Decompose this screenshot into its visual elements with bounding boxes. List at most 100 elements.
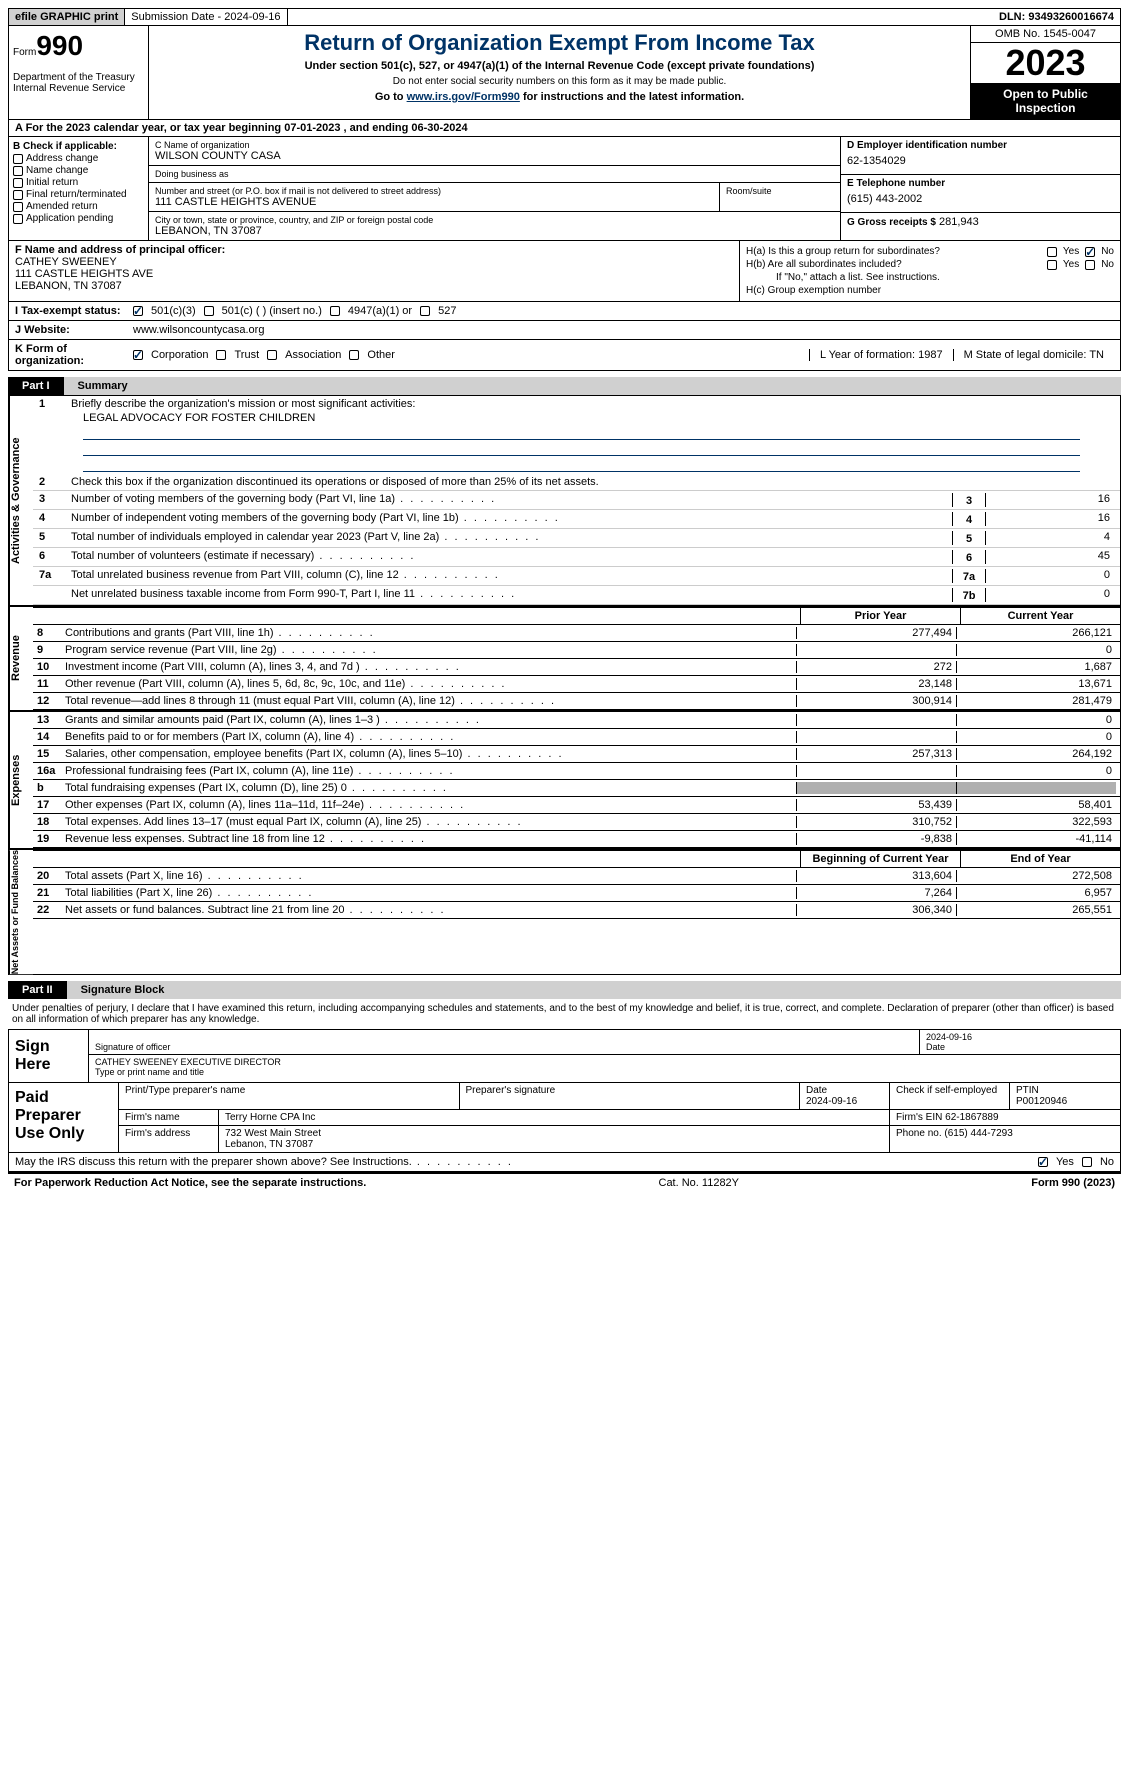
chk-501c3[interactable] (133, 306, 143, 316)
lbl-name-change: Name change (26, 165, 88, 176)
part2-num: Part II (8, 981, 67, 999)
lbl-address-change: Address change (26, 153, 98, 164)
preparer-block: Paid Preparer Use Only Print/Type prepar… (8, 1083, 1121, 1153)
period-mid: , and ending (340, 122, 411, 134)
discuss-yes-checkbox[interactable] (1038, 1157, 1048, 1167)
period-end: 06-30-2024 (411, 122, 467, 134)
tab-expenses: Expenses (9, 712, 33, 848)
gov-line: 6Total number of volunteers (estimate if… (33, 548, 1120, 567)
ha-no-checkbox[interactable] (1085, 247, 1095, 257)
title-box: Return of Organization Exempt From Incom… (149, 26, 970, 119)
address-row: Number and street (or P.O. box if mail i… (149, 183, 840, 212)
goto-prefix: Go to (375, 91, 407, 103)
instructions-link-line: Go to www.irs.gov/Form990 for instructio… (157, 91, 962, 103)
chk-trust[interactable] (216, 350, 226, 360)
officer-label: F Name and address of principal officer: (15, 244, 733, 256)
part2-title: Signature Block (67, 981, 1121, 999)
dept-treasury: Department of the Treasury Internal Reve… (13, 72, 144, 94)
city-value: LEBANON, TN 37087 (155, 225, 834, 237)
ha-yes-checkbox[interactable] (1047, 247, 1057, 257)
prep-name-label: Print/Type preparer's name (125, 1085, 245, 1096)
chk-name-change[interactable] (13, 166, 23, 176)
year-box: OMB No. 1545-0047 2023 Open to Public In… (970, 26, 1120, 119)
firm-name: Terry Horne CPA Inc (219, 1110, 890, 1125)
col-prior-year: Prior Year (800, 608, 960, 624)
suite-label: Room/suite (726, 186, 834, 196)
street-box: Number and street (or P.O. box if mail i… (149, 183, 720, 212)
efile-print-button[interactable]: efile GRAPHIC print (9, 9, 125, 25)
sign-date-cell: 2024-09-16 Date (920, 1030, 1120, 1054)
submission-date: Submission Date - 2024-09-16 (125, 9, 287, 25)
footer-right: Form 990 (2023) (1031, 1177, 1115, 1189)
hb-yes-checkbox[interactable] (1047, 260, 1057, 270)
officer-box: F Name and address of principal officer:… (9, 241, 740, 301)
gross-label: G Gross receipts $ (847, 217, 936, 228)
phone-label: E Telephone number (847, 178, 1114, 189)
lbl-501c: 501(c) ( ) (insert no.) (222, 305, 322, 317)
chk-app-pending[interactable] (13, 214, 23, 224)
ptin-label: PTIN (1016, 1085, 1039, 1096)
main-title: Return of Organization Exempt From Incom… (157, 30, 962, 56)
lbl-other: Other (367, 349, 395, 361)
summary-line: 11Other revenue (Part VIII, column (A), … (33, 676, 1120, 693)
form-prefix: Form (13, 47, 36, 58)
chk-initial-return[interactable] (13, 178, 23, 188)
firm-addr: 732 West Main Street Lebanon, TN 37087 (219, 1126, 890, 1152)
chk-corp[interactable] (133, 350, 143, 360)
chk-501c[interactable] (204, 306, 214, 316)
col-b-header: B Check if applicable: (13, 141, 144, 152)
chk-address-change[interactable] (13, 154, 23, 164)
gov-line: Net unrelated business taxable income fr… (33, 586, 1120, 605)
chk-4947[interactable] (330, 306, 340, 316)
period-pre: A For the 2023 calendar year, or tax yea… (15, 122, 284, 134)
chk-amended[interactable] (13, 202, 23, 212)
footer-left: For Paperwork Reduction Act Notice, see … (14, 1177, 366, 1189)
suite-box: Room/suite (720, 183, 840, 212)
dba-label: Doing business as (155, 169, 834, 179)
prep-date-label: Date (806, 1085, 827, 1096)
mission-rule3 (83, 458, 1080, 472)
prep-date: 2024-09-16 (806, 1096, 857, 1107)
phone-value: (615) 443-2002 (847, 189, 1114, 209)
tax-period: A For the 2023 calendar year, or tax yea… (8, 120, 1121, 137)
mission-rule2 (83, 442, 1080, 456)
col-c-org-info: C Name of organization WILSON COUNTY CAS… (149, 137, 840, 240)
lbl-initial-return: Initial return (26, 177, 78, 188)
chk-final-return[interactable] (13, 190, 23, 200)
sign-here-block: Sign Here Signature of officer 2024-09-1… (8, 1030, 1121, 1083)
korg-row: K Form of organization: Corporation Trus… (8, 340, 1121, 371)
hb-note: If "No," attach a list. See instructions… (746, 272, 1114, 283)
sign-here-label: Sign Here (9, 1030, 89, 1082)
firm-ein-label: Firm's EIN (896, 1112, 942, 1123)
hb-no-checkbox[interactable] (1085, 260, 1095, 270)
ssn-warning: Do not enter social security numbers on … (157, 76, 962, 87)
summary-line: 16aProfessional fundraising fees (Part I… (33, 763, 1120, 780)
lbl-trust: Trust (234, 349, 259, 361)
officer-addr1: 111 CASTLE HEIGHTS AVE (15, 268, 733, 280)
form-number-box: Form990 Department of the Treasury Inter… (9, 26, 149, 119)
firm-name-label: Firm's name (119, 1110, 219, 1125)
officer-name: CATHEY SWEENEY (15, 256, 733, 268)
chk-other[interactable] (349, 350, 359, 360)
org-name: WILSON COUNTY CASA (155, 150, 834, 162)
discuss-question: May the IRS discuss this return with the… (15, 1156, 513, 1168)
preparer-label: Paid Preparer Use Only (9, 1083, 119, 1152)
chk-527[interactable] (420, 306, 430, 316)
discuss-no-checkbox[interactable] (1082, 1157, 1092, 1167)
irs-link[interactable]: www.irs.gov/Form990 (407, 91, 520, 103)
line1-num: 1 (39, 398, 63, 410)
summary-line: 19Revenue less expenses. Subtract line 1… (33, 831, 1120, 848)
col-current-year: Current Year (960, 608, 1120, 624)
status-label: I Tax-exempt status: (15, 305, 125, 317)
lbl-amended: Amended return (26, 201, 98, 212)
summary-line: 21Total liabilities (Part X, line 26)7,2… (33, 885, 1120, 902)
public-inspection: Open to Public Inspection (971, 83, 1120, 119)
line1-desc: Briefly describe the organization's miss… (71, 398, 1114, 410)
gov-line: 3Number of voting members of the governi… (33, 491, 1120, 510)
lbl-final-return: Final return/terminated (26, 189, 127, 200)
chk-assoc[interactable] (267, 350, 277, 360)
tax-year: 2023 (971, 43, 1120, 83)
prep-sig-label: Preparer's signature (460, 1083, 801, 1109)
officer-group-row: F Name and address of principal officer:… (8, 241, 1121, 302)
summary-line: 10Investment income (Part VIII, column (… (33, 659, 1120, 676)
